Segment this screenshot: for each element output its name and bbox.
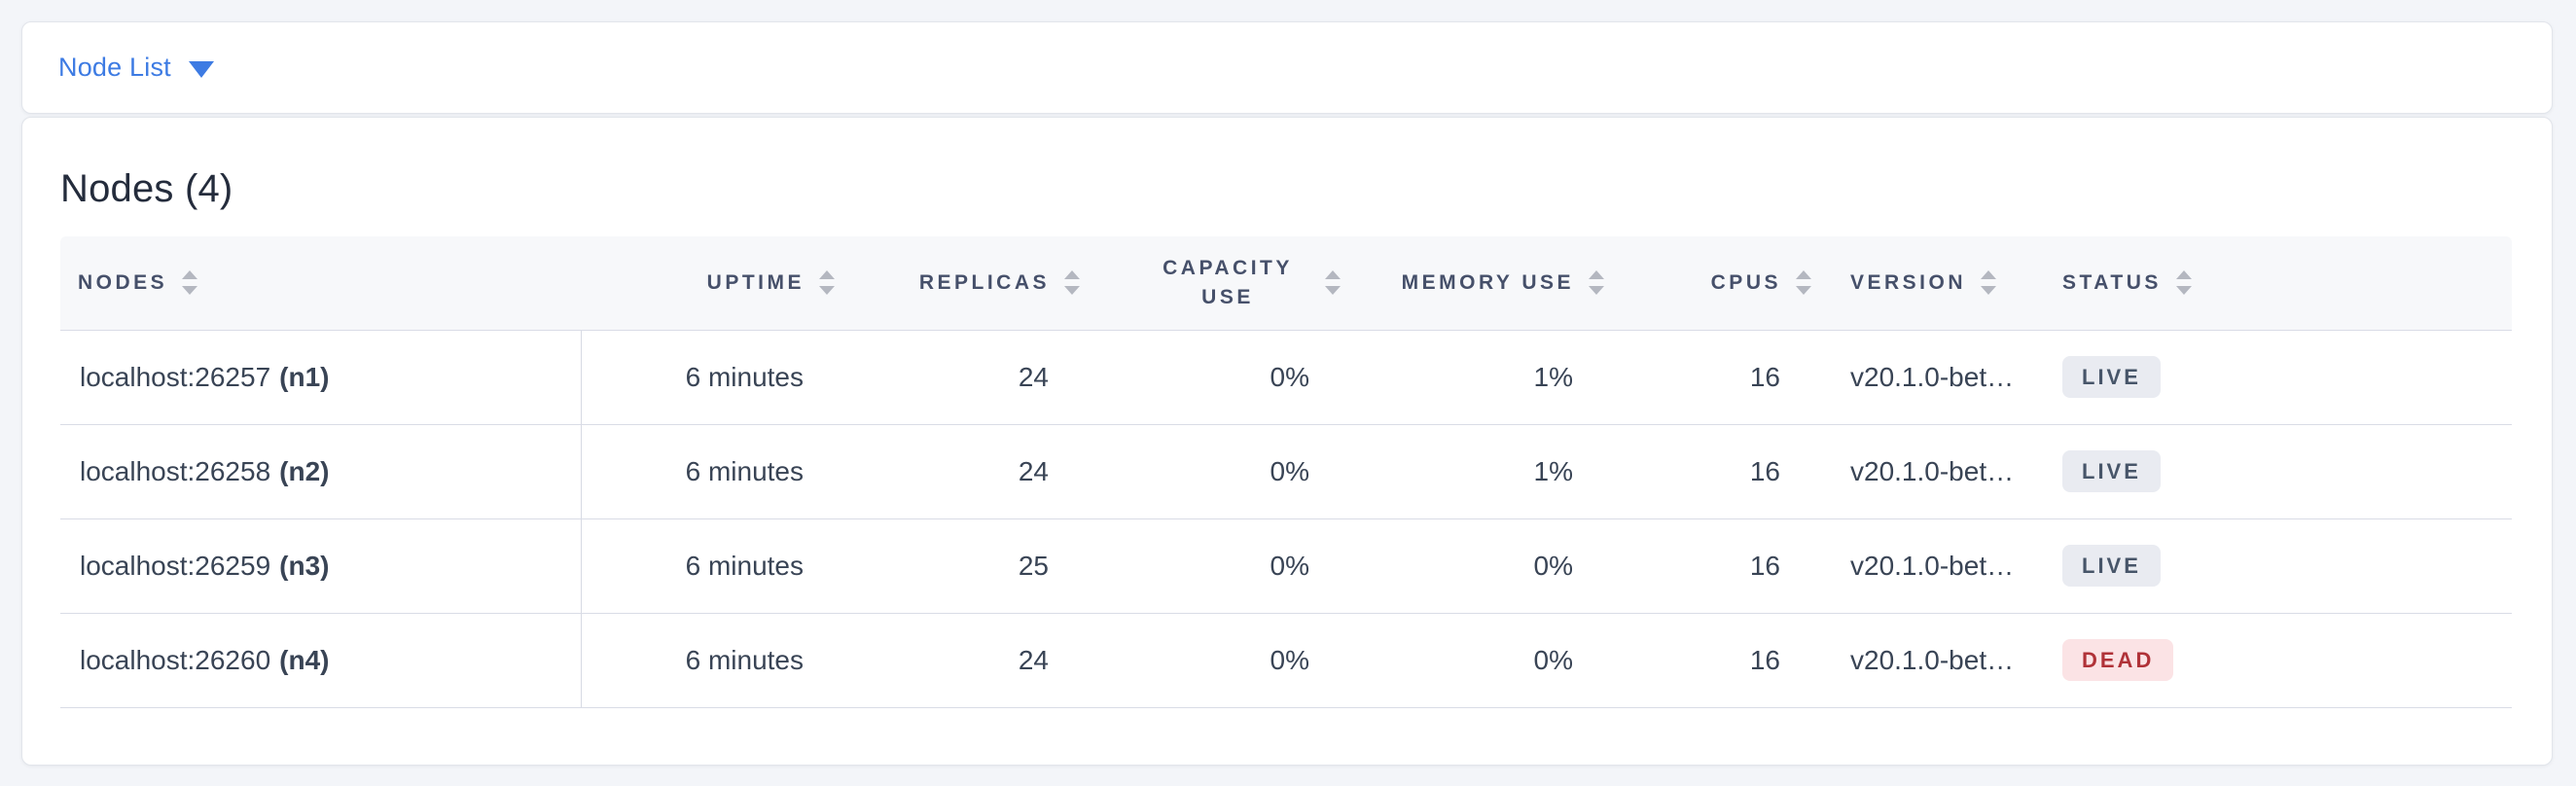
status-cell: LIVE — [2033, 518, 2512, 614]
nodes-table: NODES UPTIME REPLICAS CAPACITY USE — [60, 236, 2512, 708]
replicas-cell: 24 — [842, 613, 1088, 708]
capacity-use-cell: 0% — [1088, 518, 1348, 614]
column-header-uptime[interactable]: UPTIME — [581, 236, 842, 331]
view-selector-bar: Node List — [21, 21, 2553, 114]
node-address-cell: localhost:26258 (n2) — [60, 424, 582, 519]
cpus-cell: 16 — [1612, 330, 1819, 425]
uptime-cell: 6 minutes — [581, 613, 842, 708]
replicas-cell: 24 — [842, 330, 1088, 425]
cpus-cell: 16 — [1612, 613, 1819, 708]
replicas-cell: 25 — [842, 518, 1088, 614]
status-cell: LIVE — [2033, 330, 2512, 425]
view-dropdown-label: Node List — [58, 53, 171, 82]
uptime-cell: 6 minutes — [581, 424, 842, 519]
sort-icon — [1589, 270, 1604, 296]
status-badge: LIVE — [2062, 545, 2161, 587]
status-cell: DEAD — [2033, 613, 2512, 708]
sort-icon — [1981, 270, 1997, 296]
sort-icon — [2175, 270, 2192, 296]
status-badge: DEAD — [2062, 639, 2174, 681]
column-header-replicas[interactable]: REPLICAS — [842, 236, 1088, 331]
memory-use-cell: 0% — [1348, 613, 1612, 708]
table-row: localhost:26257 (n1) 6 minutes 24 0% 1% 1… — [60, 330, 2512, 425]
version-cell: v20.1.0-bet… — [1819, 613, 2033, 708]
sort-icon — [1064, 270, 1080, 296]
sort-icon — [1796, 270, 1811, 296]
sort-icon — [182, 270, 198, 296]
cpus-cell: 16 — [1612, 424, 1819, 519]
version-cell: v20.1.0-bet… — [1819, 518, 2033, 614]
uptime-cell: 6 minutes — [581, 518, 842, 614]
table-row: localhost:26260 (n4) 6 minutes 24 0% 0% 1… — [60, 613, 2512, 708]
capacity-use-cell: 0% — [1088, 424, 1348, 519]
capacity-use-cell: 0% — [1088, 330, 1348, 425]
memory-use-cell: 0% — [1348, 518, 1612, 614]
table-header-row: NODES UPTIME REPLICAS CAPACITY USE — [60, 236, 2512, 331]
page-title: Nodes (4) — [60, 167, 233, 210]
chevron-down-icon — [188, 61, 214, 78]
memory-use-cell: 1% — [1348, 330, 1612, 425]
page: Node List Nodes (4) NODES UPTIME — [21, 21, 2553, 766]
version-cell: v20.1.0-bet… — [1819, 424, 2033, 519]
status-cell: LIVE — [2033, 424, 2512, 519]
column-header-status[interactable]: STATUS — [2033, 236, 2512, 331]
table-row: localhost:26258 (n2) 6 minutes 24 0% 1% 1… — [60, 424, 2512, 519]
column-header-memory-use[interactable]: MEMORY USE — [1348, 236, 1612, 331]
view-dropdown[interactable]: Node List — [58, 53, 214, 83]
status-badge: LIVE — [2062, 450, 2161, 492]
node-address-cell: localhost:26257 (n1) — [60, 330, 582, 425]
memory-use-cell: 1% — [1348, 424, 1612, 519]
column-header-nodes[interactable]: NODES — [60, 236, 581, 331]
node-address-cell: localhost:26259 (n3) — [60, 518, 582, 614]
column-header-capacity-use[interactable]: CAPACITY USE — [1088, 236, 1348, 331]
node-address-cell: localhost:26260 (n4) — [60, 613, 582, 708]
column-header-version[interactable]: VERSION — [1819, 236, 2033, 331]
column-header-cpus[interactable]: CPUS — [1612, 236, 1819, 331]
version-cell: v20.1.0-bet… — [1819, 330, 2033, 425]
capacity-use-cell: 0% — [1088, 613, 1348, 708]
table-row: localhost:26259 (n3) 6 minutes 25 0% 0% 1… — [60, 518, 2512, 614]
cpus-cell: 16 — [1612, 518, 1819, 614]
replicas-cell: 24 — [842, 424, 1088, 519]
uptime-cell: 6 minutes — [581, 330, 842, 425]
nodes-card: Nodes (4) NODES UPTIME RE — [21, 117, 2553, 766]
sort-icon — [819, 270, 835, 296]
status-badge: LIVE — [2062, 356, 2161, 398]
sort-icon — [1325, 270, 1341, 296]
